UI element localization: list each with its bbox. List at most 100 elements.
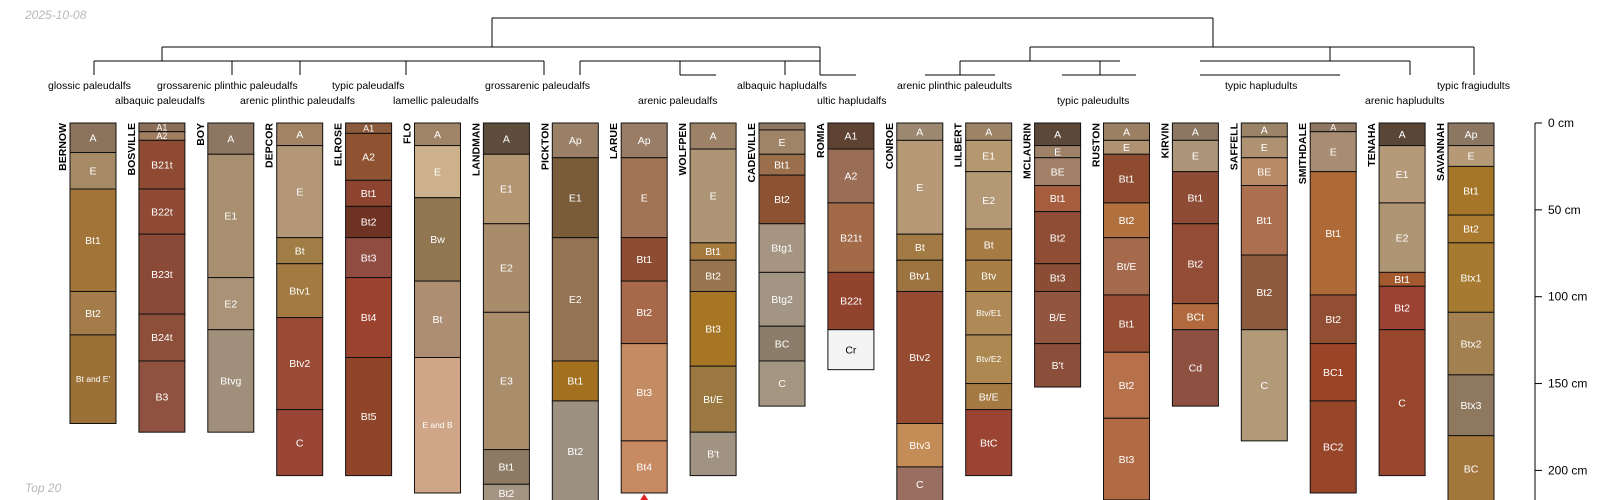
horizon-label: A [89,132,96,144]
horizon-label: Bt1 [1394,274,1410,286]
depth-axis-label: 100 cm [1548,290,1587,304]
horizon-wolfpen-4 [689,290,737,367]
horizon-label: E [1330,146,1337,158]
horizon-bosville-4 [138,233,186,315]
horizon-conroe-4 [896,290,944,425]
profile-name-bernow: BERNOW [57,123,69,171]
taxon-label: typic fragiudults [1437,80,1510,92]
horizon-label: E [710,191,717,203]
horizon-label: E [89,165,96,177]
horizon-label: Bt2 [1325,314,1341,326]
horizon-tenaha-2 [1378,202,1426,273]
horizon-saffell-4 [1240,254,1288,331]
horizon-label: E1 [569,192,582,204]
horizon-cadeville-1 [758,129,806,155]
horizon-label: Bt/E [703,394,723,406]
horizon-depcor-4 [276,317,324,411]
horizon-label: E [1054,146,1061,158]
footer-label: Top 20 [25,481,62,495]
horizon-label: Bt2 [1188,258,1204,270]
horizon-label: Bt3 [636,387,652,399]
horizon-label: Bt [915,242,925,254]
horizon-elrose-1 [345,132,393,181]
horizon-label: Ap [569,135,582,147]
horizon-cadeville-6 [758,325,806,362]
horizon-label: B23t [151,269,173,281]
horizon-wolfpen-0 [689,122,737,150]
taxon-label: grossarenic paleudalfs [485,80,590,92]
profile-name-kirvin: KIRVIN [1159,123,1171,158]
truncation-marker-icon [640,494,649,500]
horizon-label: Btv1 [289,285,310,297]
horizon-boy-0 [207,122,255,155]
horizon-label: E [641,192,648,204]
taxon-label: arenic hapludults [1365,95,1444,107]
profile-name-larue: LARUE [608,123,620,159]
horizon-larue-2 [620,237,668,282]
horizon-label: Btv1 [909,271,930,283]
horizon-label: Btx3 [1460,400,1481,412]
horizon-label: B/E [1049,312,1066,324]
horizon-label: BC2 [1323,442,1344,454]
horizon-larue-5 [620,440,668,494]
taxon-label: ultic hapludalfs [817,95,886,107]
horizon-label: Bt2 [1119,215,1135,227]
horizon-pickton-4 [551,400,599,500]
horizon-bernow-2 [69,188,117,292]
horizon-lilbert-6 [965,334,1013,385]
profile-name-boy: BOY [195,123,207,146]
horizon-wolfpen-6 [689,431,737,477]
profile-name-wolfpen: WOLFPEN [677,123,689,176]
horizon-label: A [985,126,992,138]
horizon-depcor-5 [276,409,324,477]
horizon-label: Bt1 [1188,192,1204,204]
horizon-label: Bt1 [85,235,101,247]
horizon-savannah-4 [1447,242,1495,313]
horizon-conroe-5 [896,423,944,468]
horizon-smithdale-3 [1309,294,1357,345]
taxon-label: arenic plinthic paleudults [897,80,1012,92]
horizon-label: C [778,378,786,390]
horizon-label: E2 [982,195,995,207]
horizon-label: A2 [362,152,375,164]
horizon-wolfpen-3 [689,259,737,292]
horizon-pickton-0 [551,122,599,159]
horizon-savannah-7 [1447,435,1495,500]
horizon-savannah-5 [1447,311,1495,376]
horizon-label: Btg2 [771,294,793,306]
horizon-label: C [1398,397,1406,409]
horizon-elrose-4 [345,237,393,279]
horizon-bosville-2 [138,139,186,190]
horizon-label: A [1399,129,1406,141]
horizon-tenaha-1 [1378,145,1426,204]
horizon-label: C [916,479,924,491]
taxon-label: arenic plinthic paleudalfs [240,95,355,107]
horizon-lilbert-7 [965,383,1013,411]
horizon-label: Bt2 [1119,380,1135,392]
horizon-pickton-3 [551,360,599,402]
profile-name-depcor: DEPCOR [264,123,276,168]
profile-name-romia: ROMIA [815,123,827,158]
horizon-saffell-2 [1240,157,1288,187]
horizon-romia-4 [827,329,875,371]
horizon-label: E [1467,151,1474,163]
horizon-label: A [296,129,303,141]
horizon-pickton-1 [551,157,599,239]
taxon-label: typic paleudults [1057,95,1129,107]
horizon-label: E2 [569,294,582,306]
horizon-mclaurin-2 [1034,157,1082,187]
horizon-label: Bt2 [1394,303,1410,315]
horizon-label: Bt2 [1050,232,1066,244]
horizon-lilbert-1 [965,139,1013,173]
depth-axis-label: 50 cm [1548,203,1581,217]
horizon-label: Btv3 [909,440,930,452]
horizon-label: E [296,186,303,198]
horizon-mclaurin-7 [1034,343,1082,388]
horizon-label: E [434,166,441,178]
horizon-label: Bt [295,245,305,257]
horizon-boy-2 [207,277,255,331]
horizon-label: Btv [981,271,997,283]
horizon-mclaurin-6 [1034,290,1082,345]
horizon-label: A [1330,122,1336,132]
